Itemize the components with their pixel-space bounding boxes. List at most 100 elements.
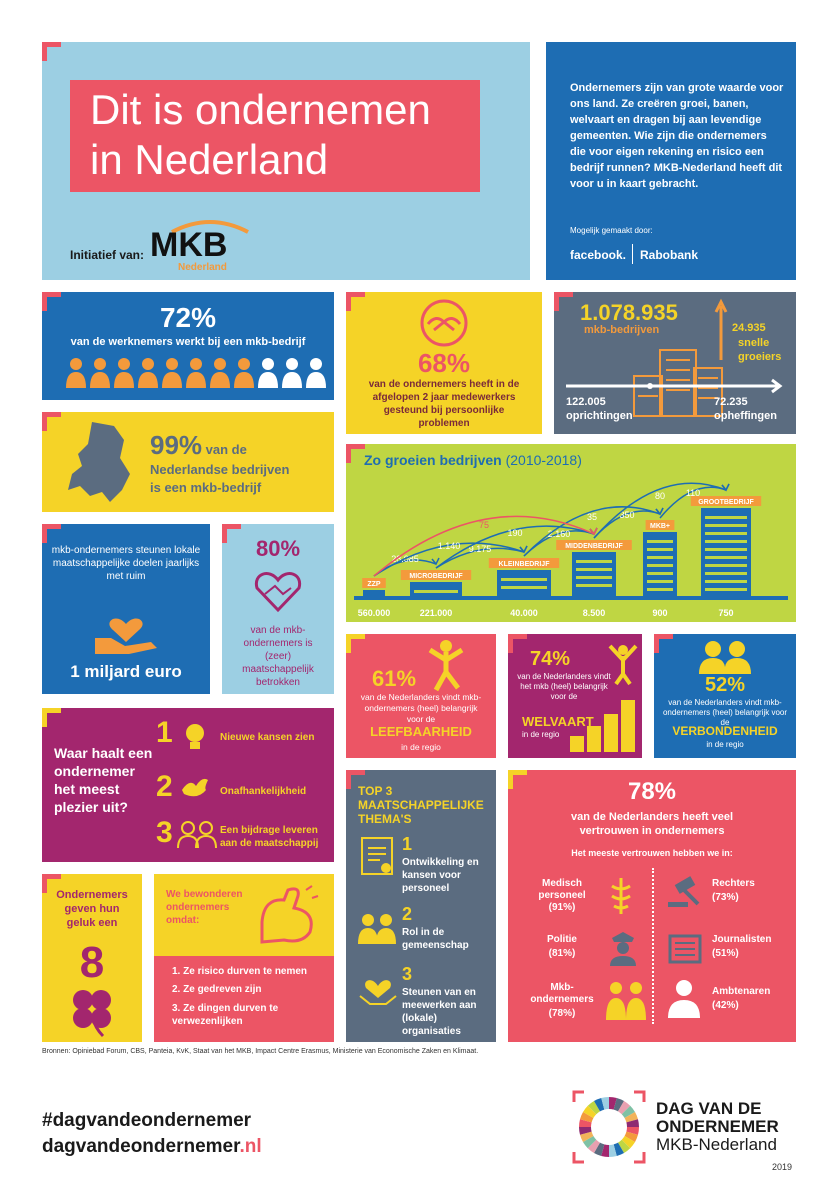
jumping-person-icon — [428, 640, 464, 692]
flow-value: 190 — [507, 528, 522, 538]
company-building — [363, 590, 385, 596]
leefbaar-keyword: LEEFBAARHEID — [370, 724, 472, 739]
corner-mark — [346, 444, 365, 463]
logo-line2: ONDERNEMER — [656, 1117, 779, 1136]
category-tag — [556, 540, 632, 550]
building-window — [576, 576, 612, 579]
building-window — [705, 532, 747, 535]
verbonden-pct: 52% — [704, 674, 746, 696]
building-window — [705, 548, 747, 551]
opheffingen-count: 72.235 — [714, 396, 748, 408]
entrepreneurs-icon — [606, 982, 646, 1020]
welvaart-keyword: WELVAART — [522, 714, 594, 729]
werknemers-panel: 72% van de werknemers werkt bij een mkb-… — [42, 292, 334, 400]
ring-segment — [580, 1131, 594, 1142]
opheffingen-label: opheffingen — [714, 410, 777, 422]
steun-panel: 68% van de ondernemers heeft in de afgel… — [346, 292, 542, 434]
clover-icon — [73, 990, 111, 1038]
flow-value: 80 — [655, 491, 665, 501]
flow-arrowhead — [431, 557, 440, 566]
building-window — [705, 540, 747, 543]
corner-mark — [346, 292, 365, 311]
top3-item-3: Steunen van en meewerken aan (lokale) or… — [402, 987, 477, 1037]
flow-arrowhead — [655, 507, 664, 516]
category-tag — [488, 558, 560, 568]
leefbaar-panel: 61% van de Nederlanders vindt mkb-ondern… — [346, 634, 496, 758]
category-label: ZZP — [367, 581, 381, 588]
person-figure — [258, 358, 278, 388]
trust-pct-mkb: (78%) — [548, 1008, 576, 1019]
top3-title: TOP 3 MAATSCHAPPELIJKE THEMA'S — [358, 784, 484, 826]
bird-icon — [182, 778, 208, 797]
ring-segment — [626, 1127, 639, 1135]
ring-segment — [579, 1119, 592, 1127]
ring-segment — [601, 1097, 609, 1110]
steun-pct: 68% — [417, 348, 471, 378]
building-window — [576, 584, 612, 587]
bewonderen-item-2: 2. Ze gedreven zijn — [172, 984, 262, 995]
category-tag — [362, 578, 386, 588]
person-figure — [186, 358, 206, 388]
welvaart-text: van de Nederlanders vindt het mkb (heel)… — [517, 672, 611, 701]
ring-segment — [624, 1131, 638, 1142]
building-window — [647, 540, 673, 543]
groei-title-main: Zo groeien bedrijven — [364, 452, 502, 468]
ring-segment — [621, 1136, 635, 1149]
people-together-icon — [699, 641, 751, 674]
lightbulb-icon — [186, 724, 204, 749]
heart-handshake-icon — [254, 572, 302, 613]
flow-value: 9.175 — [469, 544, 492, 554]
top3-num-1: 1 — [402, 834, 413, 854]
top3-item-1: Ontwikkeling en kansen voor personeel — [402, 857, 479, 894]
category-label: KLEINBEDRIJF — [499, 561, 551, 568]
person-figure — [66, 358, 86, 388]
page-title-line2: in Nederland — [90, 136, 329, 183]
community-icon — [358, 914, 396, 944]
category-label: MIDDENBEDRIJF — [565, 543, 623, 550]
logo-frame — [572, 1090, 646, 1164]
corner-mark — [554, 292, 573, 311]
made-by-label: Mogelijk gemaakt door: — [570, 226, 653, 235]
ring-segment — [624, 1112, 638, 1123]
bewonderen-item-1: 1. Ze risico durven te nemen — [172, 966, 308, 977]
plezier-question: Waar haalt een ondernemer het meest plez… — [54, 745, 153, 815]
person-figure — [90, 358, 110, 388]
welvaart-panel: 74% van de Nederlanders vindt het mkb (h… — [508, 634, 642, 758]
verbonden-panel: 52% van de Nederlanders vindt mkb-ondern… — [654, 634, 796, 758]
person-figure — [114, 358, 134, 388]
corner-mark — [508, 770, 527, 789]
corner-mark — [42, 708, 61, 727]
flow-value: 2.160 — [548, 529, 571, 539]
website-tld: .nl — [239, 1136, 262, 1157]
ring-segment — [580, 1112, 594, 1123]
hashtag: #dagvandeondernemer — [42, 1110, 252, 1131]
mkb-logo-sub: Nederland — [178, 262, 227, 273]
welvaart-suffix: in de regio — [522, 730, 560, 739]
website-main: dagvandeondernemer — [42, 1136, 240, 1157]
gavel-icon — [668, 876, 700, 907]
ring-segment — [613, 1142, 624, 1156]
page-title-line1: Dit is ondernemen — [90, 86, 431, 133]
vertrouwen-sub: Het meeste vertrouwen hebben we in: — [571, 848, 733, 858]
leefbaar-text: van de Nederlanders vindt mkb-ondernemer… — [360, 692, 482, 724]
flow-arrowhead — [721, 483, 730, 492]
company-building — [410, 582, 462, 596]
category-tag — [645, 520, 675, 530]
corner-mark — [654, 634, 673, 653]
corner-mark — [222, 524, 241, 543]
flow-arrow — [373, 515, 595, 577]
ring-segment — [583, 1105, 597, 1118]
plezier-num-3: 3 — [156, 816, 173, 849]
building-window — [705, 524, 747, 527]
building-window — [576, 560, 612, 563]
person-figure — [234, 358, 254, 388]
trust-label-mkb: Mkb-ondernemers — [530, 982, 594, 1005]
corner-mark — [508, 634, 527, 653]
company-count: 750 — [718, 608, 733, 618]
plezier-panel: Waar haalt een ondernemer het meest plez… — [42, 708, 334, 862]
vertrouwen-divider — [652, 868, 654, 1024]
caduceus-icon — [611, 878, 631, 914]
bedrijven-count: 1.078.935 — [580, 300, 678, 325]
website-link[interactable]: dagvandeondernemer.nl — [42, 1136, 262, 1158]
growers-label: snelle groeiers — [738, 337, 782, 363]
